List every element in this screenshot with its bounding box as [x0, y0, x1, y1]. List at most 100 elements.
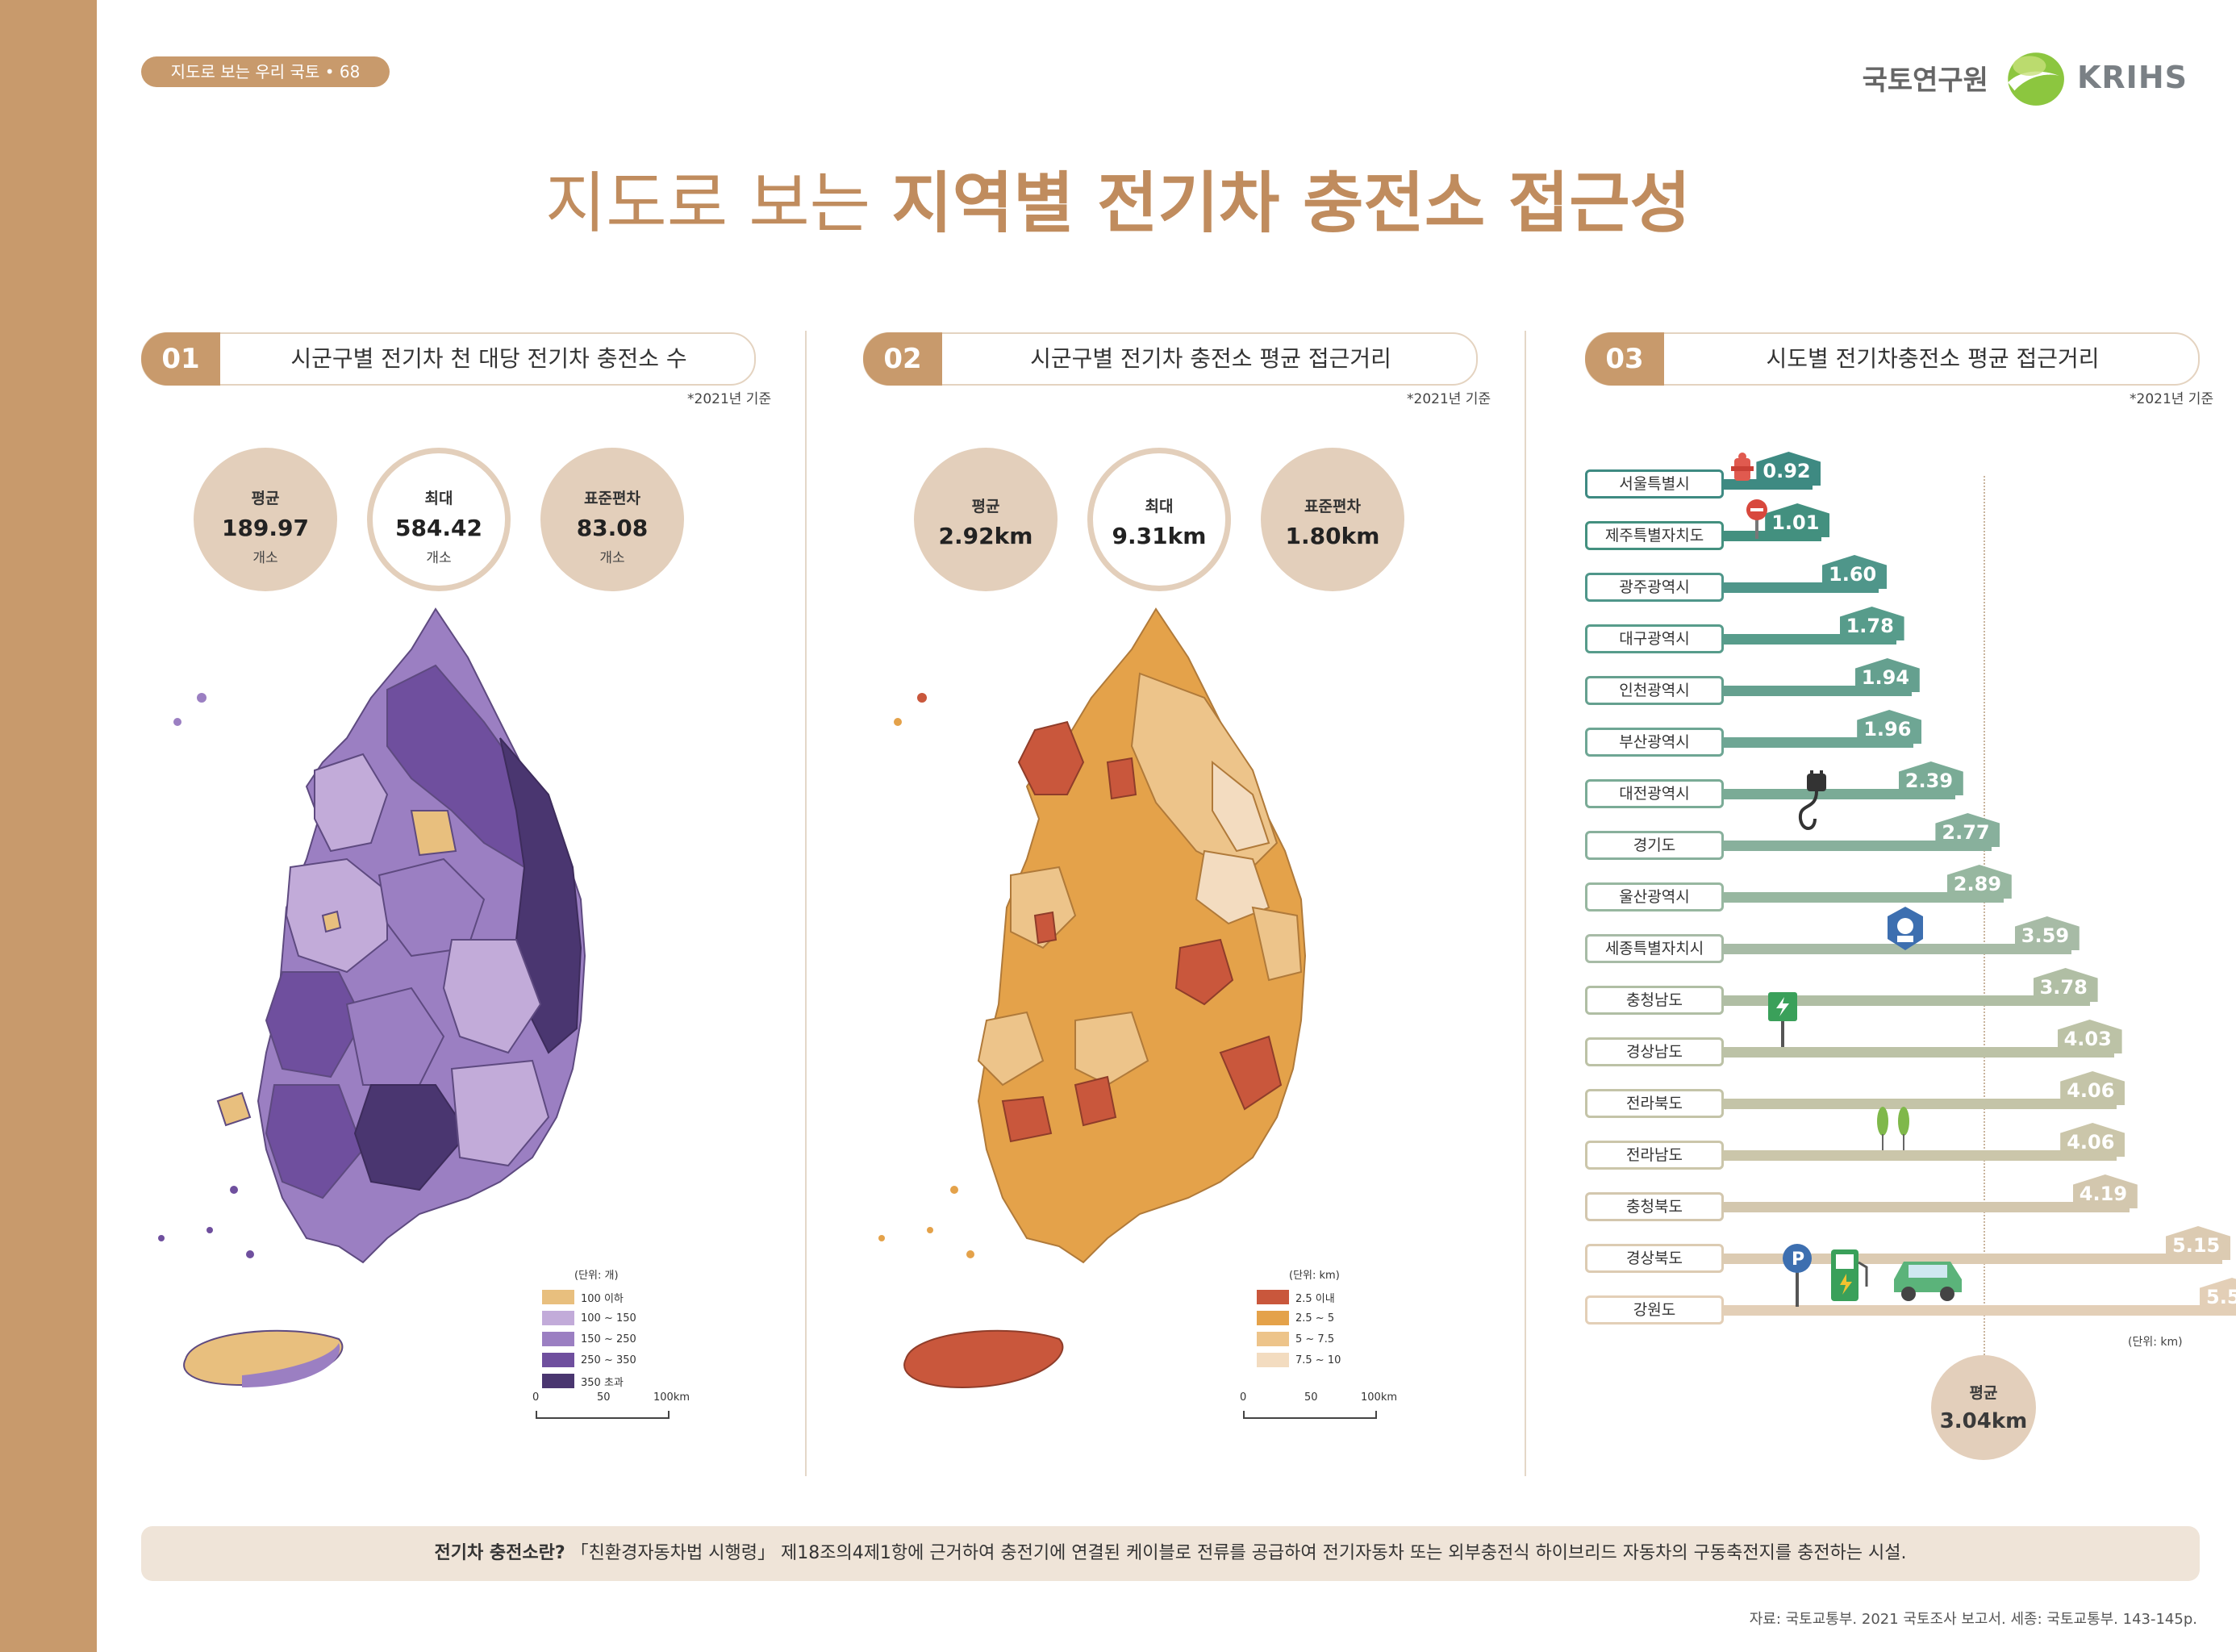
- panel-divider: [1525, 331, 1526, 1476]
- page-title: 지도로 보는 지역별 전기차 충전소 접근성: [0, 149, 2236, 245]
- krihs-logo: 국토연구원 KRIHS: [1863, 45, 2188, 110]
- stat-label: 표준편차: [584, 490, 640, 507]
- logo-korean-text: 국토연구원: [1862, 64, 1988, 97]
- panel-3-number: 03: [1585, 332, 1664, 386]
- region-label: 광주광역시: [1585, 573, 1724, 602]
- ev-charging-sign-icon: [1768, 992, 1797, 1047]
- bar-value-label: 4.06: [2067, 1079, 2115, 1102]
- map-2-legend: (단위: km) 2.5 이내 2.5 ~ 5 5 ~ 7.5 7.5 ~ 10: [1257, 1266, 1341, 1370]
- legend-label: 250 ~ 350: [581, 1354, 636, 1366]
- no-entry-sign-icon: [1746, 499, 1767, 539]
- charging-plug-icon: [1798, 770, 1826, 830]
- scale-label: 0: [532, 1391, 540, 1404]
- legend-swatch: [542, 1374, 574, 1388]
- legend-item: 100 ~ 150: [542, 1308, 636, 1329]
- region-label: 대구광역시: [1585, 624, 1724, 653]
- legend-title: (단위: 개): [574, 1270, 619, 1282]
- panel-3-basis: *2021년 기준: [2130, 391, 2214, 407]
- legend-item: 2.5 이내: [1257, 1287, 1341, 1308]
- panel-1-basis: *2021년 기준: [687, 391, 772, 407]
- bar-value-label: 4.19: [2079, 1183, 2128, 1205]
- stat-value: 189.97: [221, 515, 310, 541]
- stat-unit: 개소: [426, 550, 452, 566]
- bar-value-label: 2.77: [1942, 821, 1990, 844]
- bar: [1724, 1202, 2130, 1212]
- bar-value-label: 4.06: [2067, 1131, 2115, 1153]
- stat-value: 1.80km: [1285, 523, 1380, 549]
- stat-value: 584.42: [394, 515, 483, 541]
- region-label: 인천광역시: [1585, 676, 1724, 705]
- legend-swatch: [1257, 1332, 1289, 1346]
- bar-value-label: 5.50: [2206, 1286, 2236, 1308]
- chart-unit-label: (단위: km): [2128, 1336, 2183, 1349]
- legend-label: 150 ~ 250: [581, 1333, 636, 1345]
- legend-swatch: [542, 1353, 574, 1367]
- scale-label: 0: [1240, 1391, 1247, 1404]
- average-reference-line: [1984, 476, 1985, 1355]
- scale-label: 100km: [1361, 1391, 1398, 1404]
- title-light: 지도로 보는: [544, 165, 892, 242]
- legend-swatch: [542, 1332, 574, 1346]
- stat-value: 83.08: [576, 515, 649, 541]
- bar-value-label: 1.01: [1771, 511, 1820, 534]
- legend-item: 7.5 ~ 10: [1257, 1350, 1341, 1370]
- stat-average-circle: 평균 189.97 개소: [194, 448, 337, 591]
- parking-sign-icon: P: [1783, 1244, 1812, 1307]
- legend-label: 100 이하: [581, 1292, 624, 1305]
- panel-3-header: 03 시도별 전기차충전소 평균 접근거리: [1585, 332, 2200, 386]
- region-label: 충청남도: [1585, 986, 1724, 1015]
- scale-label: 50: [597, 1391, 611, 1404]
- legend-swatch: [1257, 1353, 1289, 1367]
- region-label: 강원도: [1585, 1295, 1724, 1325]
- legend-label: 5 ~ 7.5: [1295, 1333, 1335, 1345]
- bar-value-label: 0.92: [1763, 460, 1811, 482]
- legend-title: (단위: km): [1289, 1270, 1340, 1282]
- stat-value: 2.92km: [938, 523, 1033, 549]
- legend-swatch: [542, 1290, 574, 1304]
- definition-heading: 전기차 충전소란?: [434, 1543, 565, 1563]
- region-label: 전라북도: [1585, 1089, 1724, 1118]
- left-accent-strip: [0, 0, 97, 1652]
- panel-1-header: 01 시군구별 전기차 천 대당 전기차 충전소 수: [141, 332, 756, 386]
- stat-unit: 개소: [252, 550, 278, 566]
- stat-unit: 개소: [599, 550, 625, 566]
- region-label: 대전광역시: [1585, 779, 1724, 808]
- panel-1-title: 시군구별 전기차 천 대당 전기차 충전소 수: [290, 345, 687, 372]
- stat-label: 최대: [1145, 498, 1174, 515]
- stat-max-circle: 최대 9.31km: [1087, 448, 1231, 591]
- bar: [1724, 1047, 2114, 1058]
- korea-map-charger-count: [158, 607, 586, 1387]
- legend-item: 350 초과: [542, 1370, 636, 1391]
- title-bold: 지역별 전기차 충전소 접근성: [891, 165, 1692, 242]
- legend-label: 2.5 이내: [1295, 1292, 1335, 1305]
- legend-label: 7.5 ~ 10: [1295, 1354, 1341, 1366]
- bar-value-label: 1.96: [1863, 718, 1912, 740]
- stat-label: 평균: [971, 498, 1000, 515]
- panel-2-number: 02: [863, 332, 942, 386]
- legend-label: 2.5 ~ 5: [1295, 1312, 1335, 1325]
- region-label: 세종특별자치시: [1585, 934, 1724, 963]
- stat-average-circle: 평균 2.92km: [914, 448, 1058, 591]
- bar-value-label: 4.03: [2063, 1028, 2112, 1050]
- definition-note: 전기차 충전소란? 「친환경자동차법 시행령」 제18조의4제1항에 근거하여 …: [141, 1526, 2200, 1581]
- scale-label: 100km: [653, 1391, 690, 1404]
- svg-text:P: P: [1792, 1249, 1804, 1270]
- bar: [1724, 1150, 2117, 1161]
- definition-text: 「친환경자동차법 시행령」 제18조의4제1항에 근거하여 충전기에 연결된 케…: [570, 1543, 1907, 1563]
- electric-car-icon: [1894, 1262, 1962, 1301]
- legend-swatch: [1257, 1290, 1289, 1304]
- average-circle: 평균 3.04km: [1931, 1355, 2036, 1460]
- bar-value-label: 2.39: [1904, 770, 1954, 792]
- region-label: 경상남도: [1585, 1037, 1724, 1066]
- panel-divider: [805, 331, 807, 1476]
- bar-value-label: 3.78: [2039, 976, 2088, 999]
- charging-station-icon: [1831, 1249, 1868, 1301]
- page-series-pill: 지도로 보는 우리 국토 • 68: [141, 56, 390, 87]
- legend-swatch: [1257, 1311, 1289, 1325]
- stat-label: 평균: [251, 490, 280, 507]
- bar-value-label: 1.94: [1861, 666, 1910, 689]
- bar: [1724, 944, 2071, 954]
- panel-3-title: 시도별 전기차충전소 평균 접근거리: [1766, 345, 2100, 372]
- stat-label: 표준편차: [1304, 498, 1361, 515]
- ev-station-sign-icon: [1888, 907, 1923, 950]
